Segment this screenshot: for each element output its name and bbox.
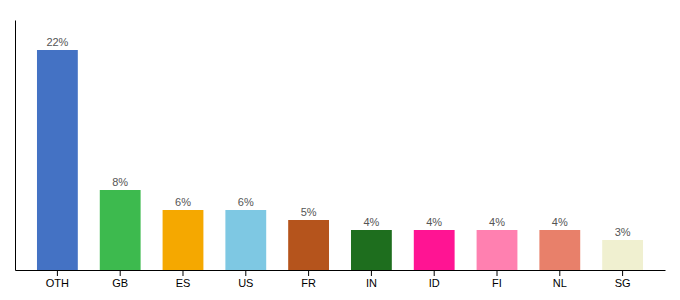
x-tick-label: NL (553, 277, 567, 289)
chart: OTH GB ES US FR IN ID FI NL SG 22% 8% 6% 6% 5% 4% 4% 4% 4%… (0, 0, 680, 300)
x-tick: ID (429, 270, 440, 289)
bar (602, 240, 643, 270)
x-tick-mark (434, 270, 435, 276)
x-tick-label: FI (492, 277, 502, 289)
y-axis (15, 21, 16, 271)
x-tick-mark (559, 270, 560, 276)
data-label: 8% (112, 176, 128, 188)
bar (288, 220, 329, 270)
y-axis-line (15, 21, 16, 271)
x-tick-label: SG (615, 277, 631, 289)
x-tick-mark (371, 270, 372, 276)
x-tick: SG (615, 270, 631, 289)
x-tick-mark (497, 270, 498, 276)
x-tick: IN (366, 270, 377, 289)
x-axis-line (16, 270, 666, 271)
x-tick-mark (57, 270, 58, 276)
x-tick: ES (176, 270, 191, 289)
x-tick-label: OTH (46, 277, 69, 289)
data-label: 4% (363, 216, 379, 228)
bar (539, 230, 580, 270)
x-tick: OTH (46, 270, 69, 289)
bar (37, 50, 78, 270)
x-tick-mark (182, 270, 183, 276)
x-tick: GB (112, 270, 128, 289)
x-tick-mark (308, 270, 309, 276)
x-axis: OTH GB ES US FR IN ID FI NL SG (16, 270, 666, 289)
data-labels: 22% 8% 6% 6% 5% 4% 4% 4% 4% 3% (46, 36, 630, 238)
x-tick-label: US (238, 277, 253, 289)
x-tick-mark (622, 270, 623, 276)
data-label: 6% (175, 196, 191, 208)
data-label: 22% (46, 36, 68, 48)
x-tick: NL (553, 270, 567, 289)
bar (225, 210, 266, 270)
x-tick-label: IN (366, 277, 377, 289)
x-tick-label: ID (429, 277, 440, 289)
x-tick-mark (120, 270, 121, 276)
x-tick: FR (301, 270, 316, 289)
x-tick: US (238, 270, 253, 289)
x-tick: FI (492, 270, 502, 289)
data-label: 4% (489, 216, 505, 228)
data-label: 4% (552, 216, 568, 228)
x-tick-label: GB (112, 277, 128, 289)
bar (351, 230, 392, 270)
x-tick-label: ES (176, 277, 191, 289)
bar (163, 210, 204, 270)
x-tick-mark (245, 270, 246, 276)
bar (414, 230, 455, 270)
bars (37, 50, 643, 270)
bar (477, 230, 518, 270)
data-label: 5% (301, 206, 317, 218)
data-label: 4% (426, 216, 442, 228)
data-label: 3% (615, 226, 631, 238)
plot: OTH GB ES US FR IN ID FI NL SG 22% 8% 6% 6% 5% 4% 4% 4% 4%… (16, 21, 666, 289)
bar (100, 190, 141, 270)
data-label: 6% (238, 196, 254, 208)
x-tick-label: FR (301, 277, 316, 289)
